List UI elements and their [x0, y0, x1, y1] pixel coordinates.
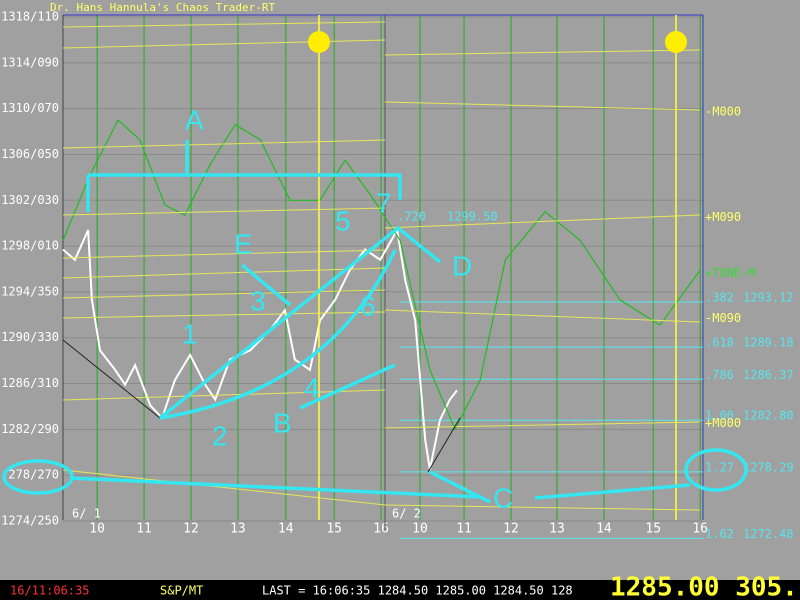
plot-area	[63, 15, 703, 520]
fib-price: 1293.12	[743, 290, 794, 304]
annotation: D	[452, 250, 472, 281]
x-tick-label: 15	[326, 522, 342, 537]
x-tick-label: 11	[136, 522, 152, 537]
annotation: 3	[250, 285, 266, 316]
fib-price: 1289.18	[743, 336, 794, 350]
y-tick-label: 1282/290	[1, 422, 59, 436]
fib-price: 1278.29	[743, 460, 794, 474]
annotation: B	[273, 407, 292, 438]
annotation: 7	[376, 187, 392, 218]
title: Dr. Hans Hannula's Chaos Trader-RT	[50, 1, 276, 14]
date-label: 6/ 2	[392, 507, 421, 521]
fib-price: 1272.48	[743, 527, 794, 541]
date-label: 6/ 1	[72, 507, 101, 521]
x-tick-label: 11	[456, 522, 472, 537]
status-bar	[0, 580, 800, 600]
annotation: C	[493, 482, 513, 513]
x-tick-label: 13	[549, 522, 565, 537]
fib-price: 1282.80	[743, 409, 794, 423]
right-label: +M090	[705, 210, 741, 224]
annotation: 4	[304, 372, 320, 403]
fib-ratio: 1.62	[705, 527, 734, 541]
y-tick-label: 1318/110	[1, 10, 59, 24]
right-label: +TUNE-M	[705, 266, 756, 280]
y-tick-label: 1294/350	[1, 284, 59, 298]
x-tick-label: 13	[230, 522, 246, 537]
y-tick-label: 278/270	[8, 468, 59, 482]
x-tick-label: 12	[503, 522, 519, 537]
status-last: LAST = 16:06:35 1284.50 1285.00 1284.50 …	[262, 584, 573, 598]
status-time: 16/11:06:35	[10, 584, 89, 598]
annotation: E	[234, 228, 253, 259]
fib-ratio: .618	[705, 336, 734, 350]
x-tick-label: 16	[692, 522, 708, 537]
status-price: 1285.00 305.	[610, 573, 798, 600]
y-tick-label: 1298/010	[1, 239, 59, 253]
y-tick-label: 1302/030	[1, 193, 59, 207]
fib-ratio: .382	[705, 290, 734, 304]
y-tick-label: 1286/310	[1, 376, 59, 390]
fib-ratio: .786	[705, 368, 734, 382]
y-tick-label: 1314/090	[1, 55, 59, 69]
pivot-ratio: .720	[397, 209, 426, 223]
annotation: A	[185, 104, 204, 135]
x-tick-label: 14	[596, 522, 612, 537]
right-label: -M090	[705, 311, 741, 325]
fib-ratio: 1.00	[705, 409, 734, 423]
annotation: 6	[360, 290, 376, 321]
y-tick-label: 1310/070	[1, 101, 59, 115]
right-label: +M000	[705, 416, 741, 430]
harmonic-lines	[62, 15, 701, 520]
y-tick-label: 1290/330	[1, 330, 59, 344]
annotations: A B C D E 1 2 3 4 5 6 7	[182, 104, 513, 513]
annotation: 1	[182, 318, 198, 349]
annotation: 5	[335, 205, 351, 236]
fib-price: 1286.37	[743, 368, 794, 382]
fib-ratio: 1.27	[705, 460, 734, 474]
right-label: -M000	[705, 105, 741, 119]
annotation-lines	[2, 140, 748, 504]
x-tick-label: 15	[645, 522, 661, 537]
pivot-price: 1299.50	[447, 209, 498, 223]
x-tick-label: 12	[183, 522, 199, 537]
annotation: 2	[212, 420, 228, 451]
y-tick-label: 1274/250	[1, 514, 59, 528]
y-tick-label: 1306/050	[1, 147, 59, 161]
x-tick-label: 10	[89, 522, 105, 537]
x-tick-label: 16	[373, 522, 389, 537]
status-symbol: S&P/MT	[160, 584, 203, 598]
x-tick-label: 14	[278, 522, 294, 537]
x-tick-label: 10	[412, 522, 428, 537]
